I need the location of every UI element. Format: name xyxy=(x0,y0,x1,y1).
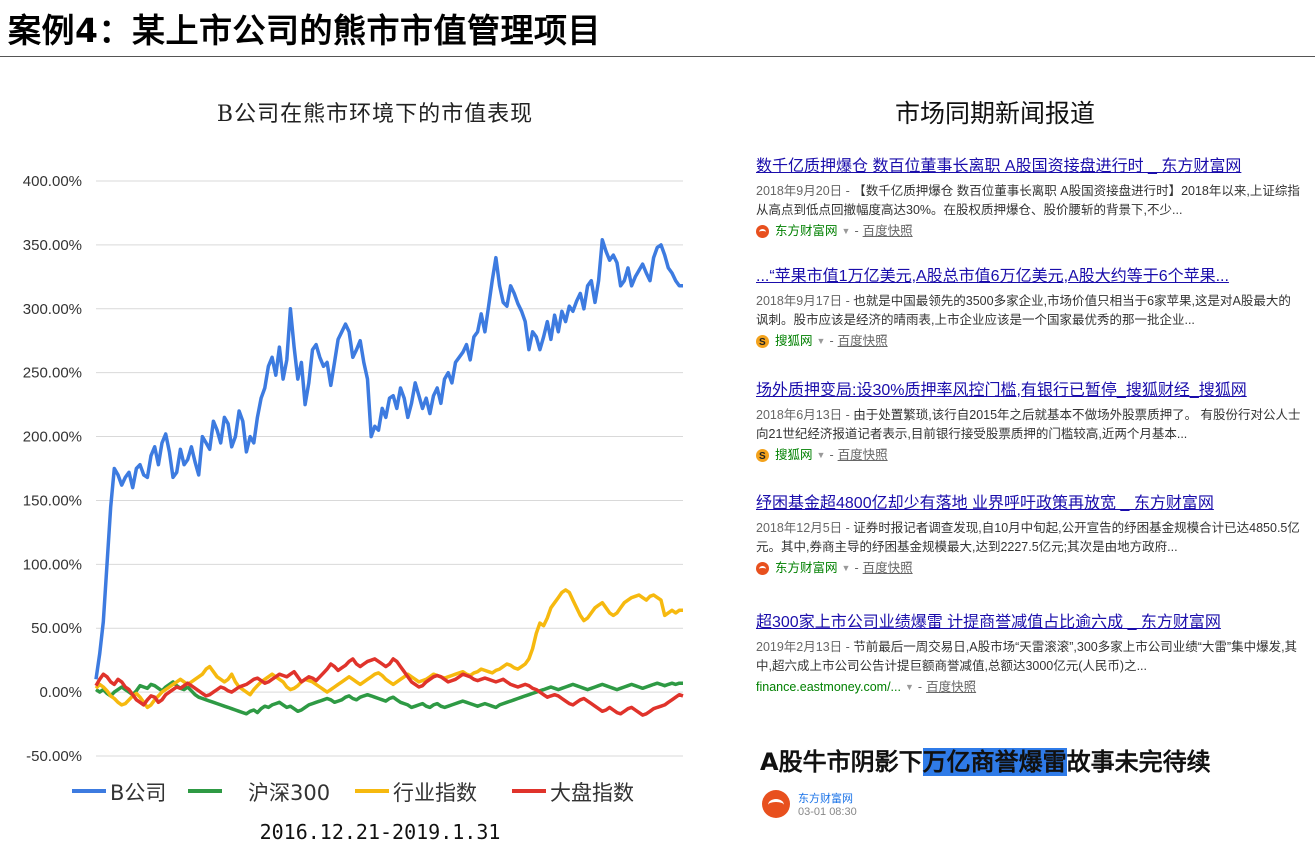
dropdown-arrow-icon[interactable]: ▼ xyxy=(841,563,851,573)
news-date: 2019年2月13日 - xyxy=(756,640,854,654)
featured-timestamp: 03-01 08:30 xyxy=(798,806,857,818)
news-headline-link[interactable]: 纾困基金超4800亿却少有落地 业界呼吁政策再放宽 _ 东方财富网 xyxy=(756,495,1214,512)
news-date: 2018年9月17日 - xyxy=(756,294,854,308)
news-item: 超300家上市公司业绩爆雷 计提商誉减值占比逾六成 _ 东方财富网 2019年2… xyxy=(756,612,1306,696)
news-snippet-text: 【数千亿质押爆仓 数百位董事长离职 A股国资接盘进行时】2018年以来,上证综指… xyxy=(756,184,1300,217)
news-panel-title: 市场同期新闻报道 xyxy=(894,99,1095,128)
featured-headline[interactable]: A股牛市阴影下万亿商誉爆雷故事未完待续 xyxy=(760,742,1211,777)
news-snippet: 2018年12月5日 - 证券时报记者调查发现,自10月中旬起,公开宣告的纾困基… xyxy=(756,519,1301,557)
eastmoney-logo-icon xyxy=(762,790,790,818)
title-divider xyxy=(0,56,1315,57)
news-headline-link[interactable]: 场外质押变局:设30%质押率风控门槛,有银行已暂停_搜狐财经_搜狐网 xyxy=(756,382,1247,399)
separator-dash: - xyxy=(829,448,834,462)
dropdown-arrow-icon[interactable]: ▼ xyxy=(904,682,914,692)
y-tick-label: 400.00% xyxy=(23,173,82,190)
news-source-row: 搜狐网 ▼ - 百度快照 xyxy=(756,446,1306,466)
y-tick-label: 50.00% xyxy=(31,620,82,637)
news-headline-link[interactable]: 超300家上市公司业绩爆雷 计提商誉减值占比逾六成 _ 东方财富网 xyxy=(756,614,1221,631)
y-tick-label: 300.00% xyxy=(23,301,82,318)
y-tick-label: 150.00% xyxy=(23,492,82,509)
news-source-row: 搜狐网 ▼ - 百度快照 xyxy=(756,332,1306,352)
news-snippet-text: 由于处置繁琐,该行自2015年之后就基本不做场外股票质押了。 有股份行对公人士向… xyxy=(756,408,1301,441)
y-tick-label: 350.00% xyxy=(23,237,82,254)
y-tick-label: -50.00% xyxy=(26,748,82,765)
legend-label: 行业指数 xyxy=(393,781,477,805)
chart-title: B公司在熊市环境下的市值表现 xyxy=(216,102,534,127)
news-source-row: finance.eastmoney.com/... ▼ - 百度快照 xyxy=(756,678,1306,696)
chart-date-range: 2016.12.21-2019.1.31 xyxy=(259,820,501,844)
featured-headline-highlight: 万亿商誉爆雷 xyxy=(922,748,1067,776)
news-source-link[interactable]: 东方财富网 xyxy=(775,561,838,575)
news-snippet: 2018年9月17日 - 也就是中国最领先的3500多家企业,市场价值只相当于6… xyxy=(756,292,1301,330)
line-chart: 400.00% 350.00% 300.00% 250.00% 200.00% 150.0… xyxy=(23,173,684,805)
legend-label: B公司 xyxy=(110,781,166,805)
news-snippet-text: 也就是中国最领先的3500多家企业,市场价值只相当于6家苹果,这是对A股最大的讽… xyxy=(756,294,1291,327)
separator-dash: - xyxy=(829,334,834,348)
news-date: 2018年12月5日 - xyxy=(756,521,854,535)
legend-label: 沪深300 xyxy=(248,781,330,805)
featured-headline-part: 故事未完待续 xyxy=(1066,748,1211,776)
chart-legend: B公司 沪深300 行业指数 大盘指数 xyxy=(72,781,634,805)
series-line-2 xyxy=(94,588,683,710)
chart-gridlines xyxy=(96,180,683,757)
dropdown-arrow-icon[interactable]: ▼ xyxy=(841,226,851,236)
series-line-1 xyxy=(95,680,683,716)
y-tick-label: 250.00% xyxy=(23,365,82,382)
news-source-row: 东方财富网 ▼ - 百度快照 xyxy=(756,559,1306,577)
news-item: 数千亿质押爆仓 数百位董事长离职 A股国资接盘进行时 _ 东方财富网 2018年… xyxy=(756,156,1306,240)
news-item: ...“苹果市值1万亿美元,A股总市值6万亿美元,A股大约等于6个苹果... 2… xyxy=(756,266,1306,352)
sohu-icon xyxy=(756,448,769,466)
dropdown-arrow-icon[interactable]: ▼ xyxy=(816,450,826,460)
legend-label: 大盘指数 xyxy=(550,781,634,805)
eastmoney-icon xyxy=(756,561,769,575)
y-tick-label: 0.00% xyxy=(39,684,82,701)
y-axis-ticks: 400.00% 350.00% 300.00% 250.00% 200.00% 150.0… xyxy=(23,173,82,765)
news-source-link[interactable]: 搜狐网 xyxy=(775,334,813,348)
news-date: 2018年9月20日 - xyxy=(756,184,854,198)
news-source-link[interactable]: 搜狐网 xyxy=(775,448,813,462)
y-tick-label: 200.00% xyxy=(23,429,82,446)
baidu-snapshot-link[interactable]: 百度快照 xyxy=(862,561,913,575)
eastmoney-icon xyxy=(756,224,769,238)
series-line-0 xyxy=(94,238,683,680)
page-title: 案例4：某上市公司的熊市市值管理项目 xyxy=(8,11,601,50)
news-item: 纾困基金超4800亿却少有落地 业界呼吁政策再放宽 _ 东方财富网 2018年1… xyxy=(756,493,1306,577)
featured-source[interactable]: 东方财富网 xyxy=(798,793,853,805)
dropdown-arrow-icon[interactable]: ▼ xyxy=(816,336,826,346)
chart-series xyxy=(94,238,684,717)
news-snippet: 2019年2月13日 - 节前最后一周交易日,A股市场“天雷滚滚”,300多家上… xyxy=(756,638,1301,676)
separator-dash: - xyxy=(917,680,923,694)
separator-dash: - xyxy=(854,224,859,238)
featured-headline-part: A股牛市阴影下 xyxy=(760,748,923,776)
series-line-3 xyxy=(94,657,684,717)
news-snippet: 2018年6月13日 - 由于处置繁琐,该行自2015年之后就基本不做场外股票质… xyxy=(756,406,1301,444)
baidu-snapshot-link[interactable]: 百度快照 xyxy=(837,334,888,348)
news-snippet-text: 证券时报记者调查发现,自10月中旬起,公开宣告的纾困基金规模合计已达4850.5… xyxy=(756,521,1300,554)
y-tick-label: 100.00% xyxy=(23,556,82,573)
news-date: 2018年6月13日 - xyxy=(756,408,854,422)
baidu-snapshot-link[interactable]: 百度快照 xyxy=(862,224,913,238)
news-headline-link[interactable]: ...“苹果市值1万亿美元,A股总市值6万亿美元,A股大约等于6个苹果... xyxy=(756,268,1229,285)
baidu-snapshot-link[interactable]: 百度快照 xyxy=(926,680,977,694)
news-snippet-text: 节前最后一周交易日,A股市场“天雷滚滚”,300多家上市公司业绩“大雷”集中爆发… xyxy=(756,640,1298,673)
news-snippet: 2018年9月20日 - 【数千亿质押爆仓 数百位董事长离职 A股国资接盘进行时… xyxy=(756,182,1301,220)
news-source-link[interactable]: finance.eastmoney.com/... xyxy=(756,680,901,694)
sohu-icon xyxy=(756,334,769,352)
baidu-snapshot-link[interactable]: 百度快照 xyxy=(837,448,888,462)
news-item: 场外质押变局:设30%质押率风控门槛,有银行已暂停_搜狐财经_搜狐网 2018年… xyxy=(756,380,1306,466)
news-source-link[interactable]: 东方财富网 xyxy=(775,224,838,238)
news-source-row: 东方财富网 ▼ - 百度快照 xyxy=(756,222,1306,240)
news-headline-link[interactable]: 数千亿质押爆仓 数百位董事长离职 A股国资接盘进行时 _ 东方财富网 xyxy=(756,158,1242,175)
separator-dash: - xyxy=(854,561,859,575)
